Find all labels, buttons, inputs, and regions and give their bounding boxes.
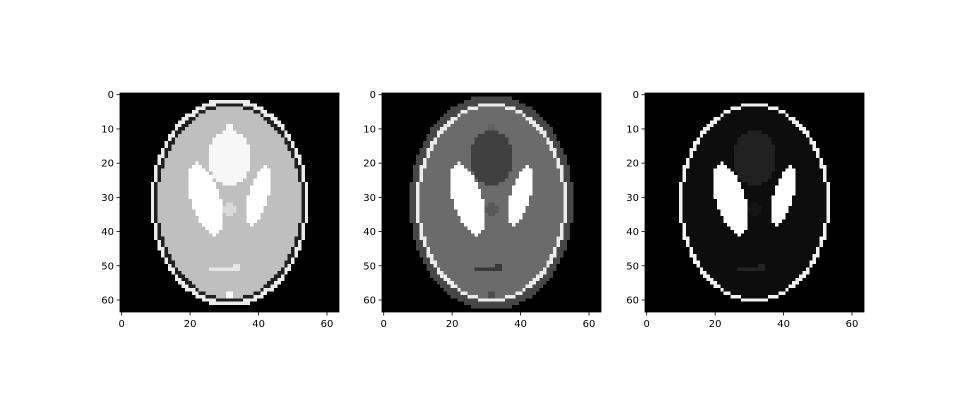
y-tick-label: 30 xyxy=(626,193,639,204)
panel-1: 0 20 40 60 0 10 20 30 40 50 60 xyxy=(101,90,339,330)
y-tick-label: 20 xyxy=(363,159,376,170)
y-tick-label: 40 xyxy=(101,227,114,238)
y-tick-label: 60 xyxy=(101,296,114,307)
y-tick-label: 30 xyxy=(101,193,114,204)
y-tick-label: 50 xyxy=(101,261,114,272)
phantom-image xyxy=(120,93,339,312)
y-tick-label: 0 xyxy=(370,90,376,101)
y-tick-label: 20 xyxy=(626,159,639,170)
y-tick-label: 60 xyxy=(626,296,639,307)
y-tick-label: 30 xyxy=(363,193,376,204)
y-tick-label: 60 xyxy=(363,296,376,307)
x-tick-label: 40 xyxy=(514,319,527,330)
x-tick-label: 40 xyxy=(252,319,265,330)
y-tick-label: 0 xyxy=(633,90,639,101)
y-tick-label: 40 xyxy=(363,227,376,238)
y-tick-label: 50 xyxy=(363,261,376,272)
phantom-image xyxy=(382,93,601,312)
x-tick-label: 20 xyxy=(446,319,459,330)
x-tick-label: 60 xyxy=(583,319,596,330)
x-tick-label: 60 xyxy=(846,319,859,330)
panel-3: 0 20 40 60 0 10 20 30 40 50 60 xyxy=(626,90,864,330)
y-tick-label: 0 xyxy=(108,90,114,101)
y-tick-label: 50 xyxy=(626,261,639,272)
x-tick-label: 0 xyxy=(381,319,387,330)
x-tick-label: 20 xyxy=(184,319,197,330)
y-tick-label: 40 xyxy=(626,227,639,238)
y-tick-label: 10 xyxy=(363,124,376,135)
y-tick-label: 10 xyxy=(101,124,114,135)
panels: 0 20 40 60 0 10 20 30 40 50 60 0 20 40 60 0 10 20 30 40 50 60… xyxy=(101,90,864,330)
x-tick-label: 40 xyxy=(777,319,790,330)
y-tick-label: 10 xyxy=(626,124,639,135)
panel-2: 0 20 40 60 0 10 20 30 40 50 60 xyxy=(363,90,601,330)
x-tick-label: 0 xyxy=(644,319,650,330)
y-tick-label: 20 xyxy=(101,159,114,170)
x-tick-label: 20 xyxy=(709,319,722,330)
x-tick-label: 60 xyxy=(321,319,334,330)
phantom-image xyxy=(645,93,864,312)
x-tick-label: 0 xyxy=(119,319,125,330)
